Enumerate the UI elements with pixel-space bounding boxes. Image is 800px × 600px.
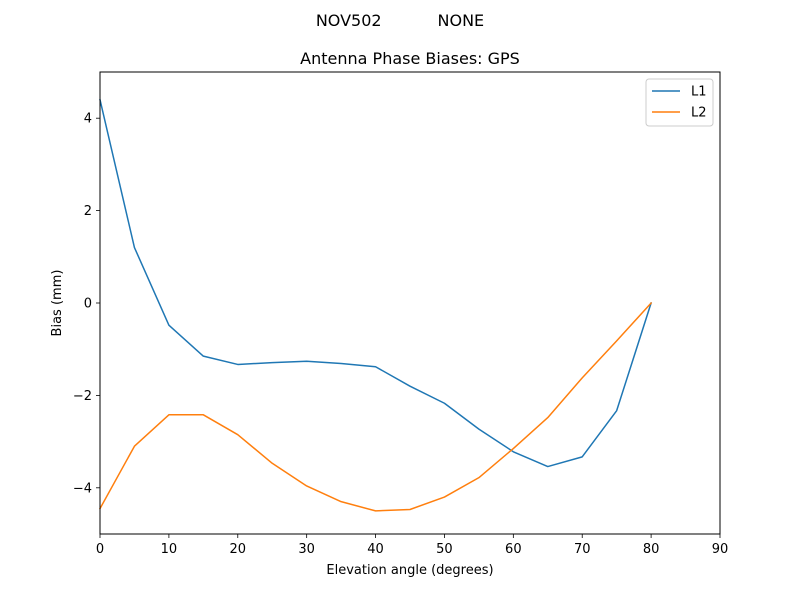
x-tick-label: 10 [161,542,178,557]
y-axis-label: Bias (mm) [50,270,65,337]
x-tick-label: 0 [96,542,104,557]
series-line-l1 [99,98,653,468]
y-tick-label: 0 [84,297,92,312]
y-tick-label: 2 [84,204,92,219]
series-line-l2 [98,301,653,512]
chart-title: Antenna Phase Biases: GPS [300,49,520,68]
x-tick-label: 60 [505,542,522,557]
y-tick-label: −2 [73,389,92,404]
legend-label-l1: L1 [691,85,707,100]
y-tick-label: −4 [73,481,92,496]
x-tick-label: 40 [367,542,384,557]
y-tick-label: 4 [84,112,92,127]
x-tick-label: 50 [436,542,453,557]
x-axis-ticks: 0 10 20 30 40 50 60 70 80 90 [96,534,728,557]
series-layer [98,98,653,512]
x-tick-label: 30 [298,542,315,557]
x-axis-label: Elevation angle (degrees) [326,563,493,578]
x-tick-label: 20 [230,542,247,557]
plot-frame [99,71,721,535]
y-axis-ticks: −4 −2 0 2 4 [73,112,100,496]
chart-suptitle: NOV502 NONE [316,11,484,30]
x-tick-label: 70 [574,542,591,557]
x-tick-label: 80 [643,542,660,557]
x-tick-label: 90 [712,542,729,557]
legend-label-l2: L2 [691,106,707,121]
